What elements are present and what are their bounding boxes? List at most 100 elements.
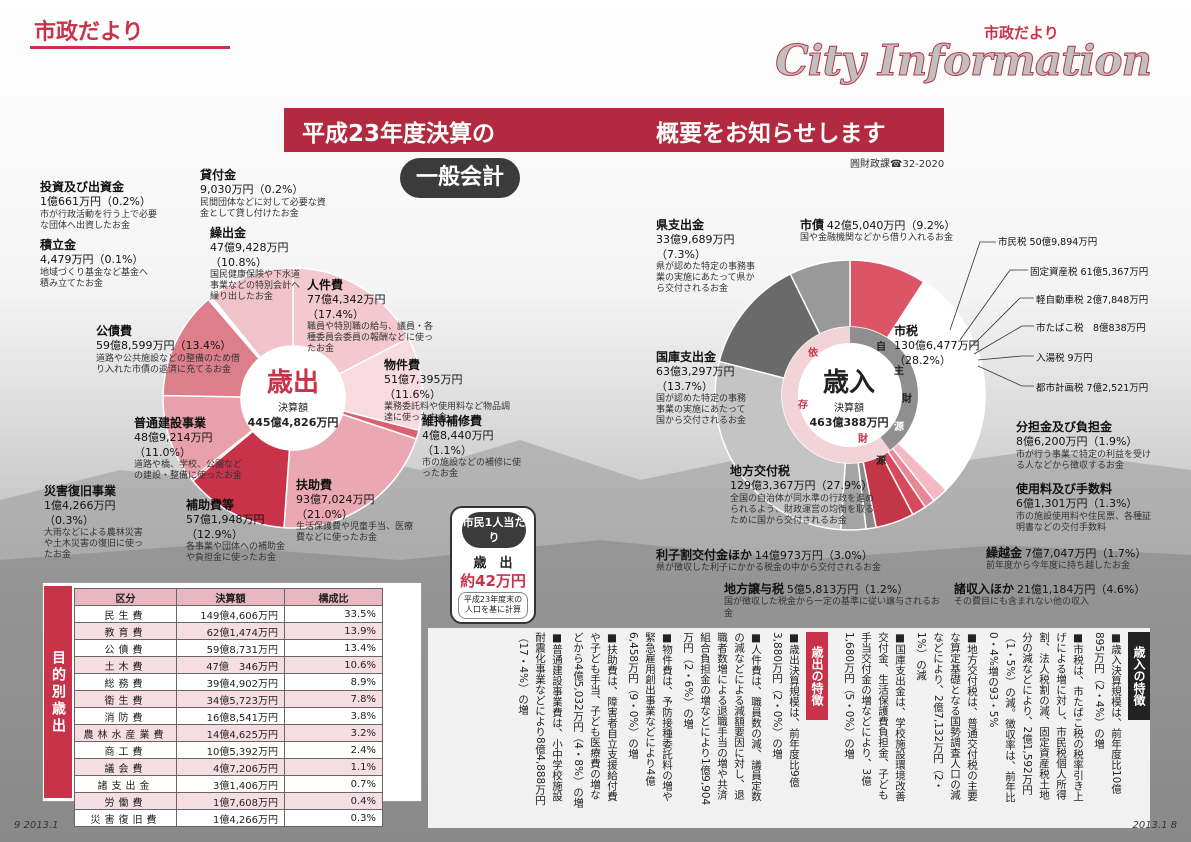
exp-label-saigai: 災害復旧事業 1億4,266万円 （0.3%） 大雨などによる農林災害や土木災害…	[44, 484, 144, 562]
main-title-part1: 平成23年度決算の	[302, 121, 496, 147]
pie-slice	[789, 259, 851, 336]
rev-label-rishiwari: 利子割交付金ほか 14億973万円（3.0%） 県が徴収した利子にかかる税金の中…	[656, 548, 906, 575]
row-kubun: 諸支出金	[74, 775, 177, 793]
exp-label-hojo: 補助費等 57億1,948万円 （12.9%） 各事業や団体への補助金や負担金に…	[186, 498, 290, 564]
per-capita-header: 市民1人当たり	[462, 512, 526, 548]
label-desc: 民間団体などに対して必要な資金として貸し付けたお金	[200, 197, 326, 219]
label-value: 129億3,367万円（27.9%）	[730, 479, 873, 493]
feature-paragraph: ■国庫支出金は、学校施設環境改善交付金、生活保護費負担金、子ども手当交付金の増な…	[843, 632, 906, 802]
rev-label-shizei: 市税 130億6,477万円 （28.2%）	[894, 324, 984, 368]
label-value: 4,479万円（0.1%）	[40, 253, 144, 267]
tax-leader-lines	[949, 241, 1034, 387]
row-kosei: 0.7%	[284, 775, 383, 793]
row-kubun: 商工費	[74, 741, 177, 759]
page-number-left: 9 2013.1	[14, 820, 59, 831]
row-kosei: 13.4%	[284, 639, 383, 657]
label-desc: 国民健康保険や下水道事業などの特別会計へ繰り出したお金	[210, 269, 301, 303]
label-desc: 各事業や団体への補助金や負担金に使ったお金	[186, 541, 286, 563]
label-desc: 前年度から今年度に持ち越したお金	[986, 561, 1131, 572]
label-desc: 国や金融機関などから借り入れるお金	[800, 233, 954, 244]
ring-char: 依	[808, 348, 818, 359]
label-name: 繰越金	[986, 546, 1023, 560]
label-name: 諸収入ほか	[954, 582, 1015, 596]
row-kosei: 3.8%	[284, 707, 383, 725]
rev-label-joyozei: 地方譲与税 5億5,813万円（1.2%） 国が徴収した税金から一定の基準に従い…	[724, 582, 940, 620]
expenditure-table: 区分 決算額 構成比 民生費 149億4,606万円 33.5% 教育費 62億1,47…	[74, 588, 383, 827]
label-name: 普通建設事業	[134, 416, 207, 430]
expenditure-center-sub: 決算額	[278, 403, 308, 414]
row-kosei: 2.4%	[284, 741, 383, 759]
pie-slice	[880, 450, 927, 516]
label-name: 災害復旧事業	[44, 484, 117, 498]
row-kosei: 7.8%	[284, 690, 383, 708]
label-name: 扶助費	[296, 478, 333, 492]
label-name: 繰出金	[210, 226, 247, 240]
feature-paragraph: ■歳入決算規模は、前年度比10億895万円（2・4%）の増	[1093, 632, 1122, 794]
row-kessan: 1億4,266万円	[176, 809, 285, 827]
row-kessan: 16億8,541万円	[176, 707, 285, 725]
exp-label-toshi: 投資及び出資金 1億661万円（0.2%） 市が行政活動を行う上で必要な団体へ出…	[40, 180, 158, 232]
feature-paragraph: ■歳出決算規模は、前年度比9億3,880万円（2・0%）の増	[771, 632, 800, 788]
revenue-center: 歳入 決算額 463億388万円	[794, 362, 904, 430]
label-name: 市債	[800, 218, 825, 232]
expenditure-features-title: 歳出の特徴	[806, 632, 828, 720]
label-value: 5億5,813万円（1.2%）	[786, 583, 909, 596]
table-row: 民生費 149億4,606万円 33.5%	[74, 605, 383, 623]
row-kubun: 議会費	[74, 758, 177, 776]
row-kessan: 10億5,392万円	[176, 741, 285, 759]
exp-label-bukkenhi: 物件費 51億7,395万円（11.6%） 業務委託料や使用料など物品調達に使っ…	[384, 358, 514, 424]
row-kessan: 149億4,606万円	[176, 605, 285, 623]
label-value: 47億9,428万円（10.8%）	[210, 241, 289, 269]
department-contact: 圓財政課☎32-2020	[850, 159, 945, 170]
row-kosei: 3.2%	[284, 724, 383, 742]
table-row: 農林水産業費 14億4,625万円 3.2%	[74, 724, 383, 742]
exp-label-kashitsuke: 貸付金 9,030万円（0.2%） 民間団体などに対して必要な資金として貸し付け…	[200, 168, 330, 220]
table-header-row: 区分 決算額 構成比	[74, 588, 383, 606]
label-desc: 道路や橋、学校、公園などの建設・整備に使ったお金	[134, 459, 243, 481]
label-desc: その費目にも含まれない他の収入	[954, 597, 1090, 608]
label-desc: 職員や特別職の給与、議員・各種委員会委員の報酬などに使ったお金	[307, 321, 434, 355]
per-capita-label: 歳 出	[473, 556, 513, 571]
row-kessan: 4億7,206万円	[176, 758, 285, 776]
feature-paragraph: ■地方交付税は、普通交付税の主要な算定基礎となる国勢調査人口の減などにより、2億…	[915, 632, 978, 802]
row-kubun: 農林水産業費	[74, 724, 177, 742]
exp-label-kuridashi: 繰出金 47億9,428万円（10.8%） 国民健康保険や下水道事業などの特別会…	[210, 226, 302, 304]
row-kessan: 34億5,723万円	[176, 690, 285, 708]
ring-char: 源	[876, 456, 886, 467]
label-pct: （1.1%）	[422, 443, 472, 457]
row-kessan: 1億7,608万円	[176, 792, 285, 810]
exp-label-kensetsu: 普通建設事業 48億9,214万円 （11.0%） 道路や橋、学校、公園などの建…	[134, 416, 242, 482]
expenditure-features-text: ■歳出決算規模は、前年度比9億3,880万円（2・0%）の増 ■人件費は、職員数の…	[432, 632, 802, 814]
row-kessan: 3億1,406万円	[176, 775, 285, 793]
table-row: 教育費 62億1,474万円 13.9%	[74, 622, 383, 640]
ring-char: 財	[902, 394, 912, 405]
expenditure-center-title: 歳出	[266, 368, 319, 398]
table-row: 議会費 4億7,206万円 1.1%	[74, 758, 383, 776]
row-kubun: 総務費	[74, 673, 177, 691]
exp-label-tsumitate: 積立金 4,479万円（0.1%） 地域づくり基金など基金へ積み立てたお金	[40, 238, 150, 290]
rev-label-shoshunyu: 諸収入ほか 21億1,184万円（4.6%） その費目にも含まれない他の収入	[954, 582, 1158, 609]
row-kubun: 衛生費	[74, 690, 177, 708]
tax-item: 市民税 50億9,894万円	[998, 237, 1098, 248]
row-kessan: 14億4,625万円	[176, 724, 285, 742]
label-name: 積立金	[40, 238, 77, 252]
rev-label-kenshishutsu: 県支出金 33億9,689万円（7.3%） 県が認めた特定の事務事業の実施にあた…	[656, 218, 756, 296]
rev-label-kurikoshi: 繰越金 7億7,047万円（1.7%） 前年度から今年度に持ち越したお金	[986, 546, 1156, 573]
label-pct: （12.9%）	[186, 527, 243, 541]
label-name: 使用料及び手数料	[1016, 482, 1113, 496]
label-desc: 地域づくり基金など基金へ積み立てたお金	[40, 267, 149, 289]
city-information-logo: City Information	[775, 36, 1153, 85]
label-name: 国庫支出金	[656, 350, 717, 364]
label-pct: （28.2%）	[894, 353, 951, 367]
row-kubun: 民生費	[74, 605, 177, 623]
label-name: 人件費	[307, 278, 344, 292]
label-value: 7億7,047万円（1.7%）	[1024, 547, 1147, 560]
revenue-features-text: ■歳入決算規模は、前年度比10億895万円（2・4%）の増 ■市税は、市たばこ税の…	[840, 632, 1124, 814]
pie-slice	[891, 441, 948, 502]
label-name: 投資及び出資金	[40, 180, 125, 194]
feature-paragraph: ■市税は、市たばこ税の税率引き上げによる増に対し、市民税個人所得割、法人税割の減…	[987, 632, 1084, 803]
label-value: 33億9,689万円（7.3%）	[656, 233, 735, 261]
page-number-right: 2013.1 8	[1132, 820, 1177, 831]
col-kubun: 区分	[74, 588, 177, 606]
ring-char: 源	[894, 422, 904, 433]
